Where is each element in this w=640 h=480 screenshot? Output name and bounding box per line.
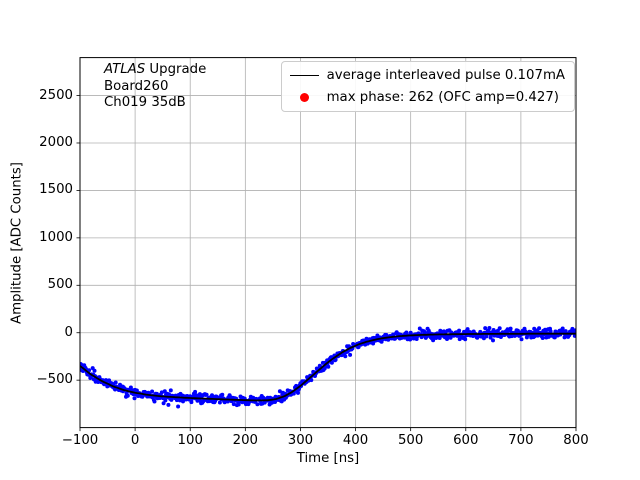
annotation: ATLAS Upgrade Board260 Ch019 35dB: [104, 62, 206, 112]
annotation-line-3: Ch019 35dB: [104, 95, 186, 110]
x-tick-label: 800: [563, 433, 589, 448]
y-tick-label: 1500: [39, 182, 73, 198]
y-tick-label: −500: [36, 372, 73, 388]
y-tick-label: 500: [47, 277, 73, 293]
x-tick-label: 300: [287, 433, 314, 448]
line-swatch-icon: [289, 75, 319, 76]
legend-label-average: average interleaved pulse 0.107mA: [326, 68, 565, 83]
x-tick-label: 200: [232, 433, 259, 448]
legend-entry-maxphase: max phase: 262 (OFC amp=0.427): [290, 89, 565, 106]
annotation-line-2: Board260: [104, 78, 169, 94]
x-tick-label: 500: [397, 433, 424, 448]
red-dot-icon: [299, 93, 309, 102]
x-tick-label: 600: [453, 433, 479, 448]
x-tick-label: 0: [130, 433, 140, 448]
x-tick-label: −100: [61, 433, 99, 448]
legend: average interleaved pulse 0.107mA max ph…: [280, 61, 575, 112]
y-tick-label: 2000: [39, 134, 73, 150]
x-tick-label: 100: [177, 433, 203, 448]
annotation-atlas-italic: ATLAS: [104, 62, 146, 77]
x-tick-label: 700: [508, 433, 534, 448]
dot-swatch-icon: [290, 93, 319, 102]
y-tick-label: 0: [64, 324, 73, 340]
annotation-upgrade: Upgrade: [145, 62, 207, 77]
legend-label-maxphase: max phase: 262 (OFC amp=0.427): [326, 90, 559, 105]
annotation-line-1: ATLAS Upgrade: [104, 62, 206, 79]
y-tick-label: 2500: [39, 87, 73, 103]
x-axis-label: Time [ns]: [296, 451, 360, 466]
legend-entry-average: average interleaved pulse 0.107mA: [289, 67, 565, 84]
y-tick-label: 1000: [39, 229, 73, 245]
x-tick-label: 400: [342, 433, 369, 448]
